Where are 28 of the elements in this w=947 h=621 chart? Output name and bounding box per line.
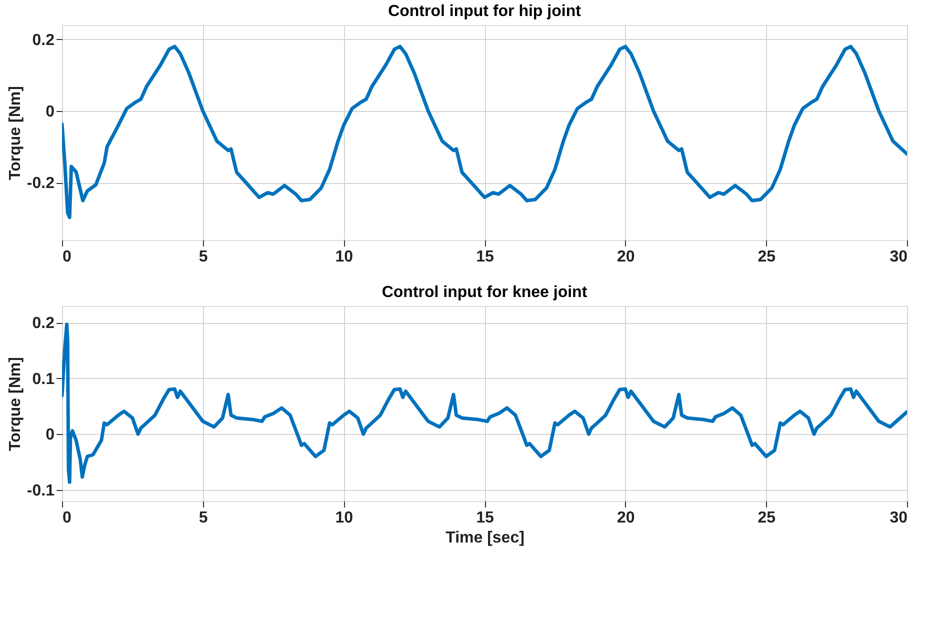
y-tick-label: 0 [46,426,55,444]
chart-title: Control input for hip joint [388,3,582,20]
x-tick-label: 30 [890,248,908,266]
y-tick-label: -0.1 [26,482,55,500]
y-tick-label: 0.2 [32,315,55,332]
x-tick-label: 25 [758,510,776,526]
y-tick-label: 0.2 [32,32,55,49]
x-tick-label: 10 [335,248,354,266]
x-tick-label: 20 [616,248,635,266]
y-axis-title: Torque [Nm] [6,86,24,180]
line-series [62,44,907,220]
x-tick-label: 10 [335,510,354,526]
y-tick-label: 0.1 [32,370,55,388]
chart-title: Control input for knee joint [382,284,588,301]
x-tick-label: 15 [476,248,494,266]
x-tick-label: 5 [198,510,208,526]
x-tick-label: 0 [62,510,72,526]
x-tick-label: 20 [616,510,635,526]
y-tick-label: 0 [46,104,55,120]
x-tick-label: 5 [198,248,208,266]
x-tick-label: 0 [62,248,72,266]
x-tick-label: 15 [476,510,494,526]
x-axis-title: Time [sec] [446,530,524,546]
line-series [62,322,907,484]
x-tick-label: 30 [890,510,908,526]
x-tick-label: 25 [758,248,776,266]
y-axis-title: Torque [Nm] [6,357,24,451]
y-tick-label: -0.2 [26,175,55,192]
